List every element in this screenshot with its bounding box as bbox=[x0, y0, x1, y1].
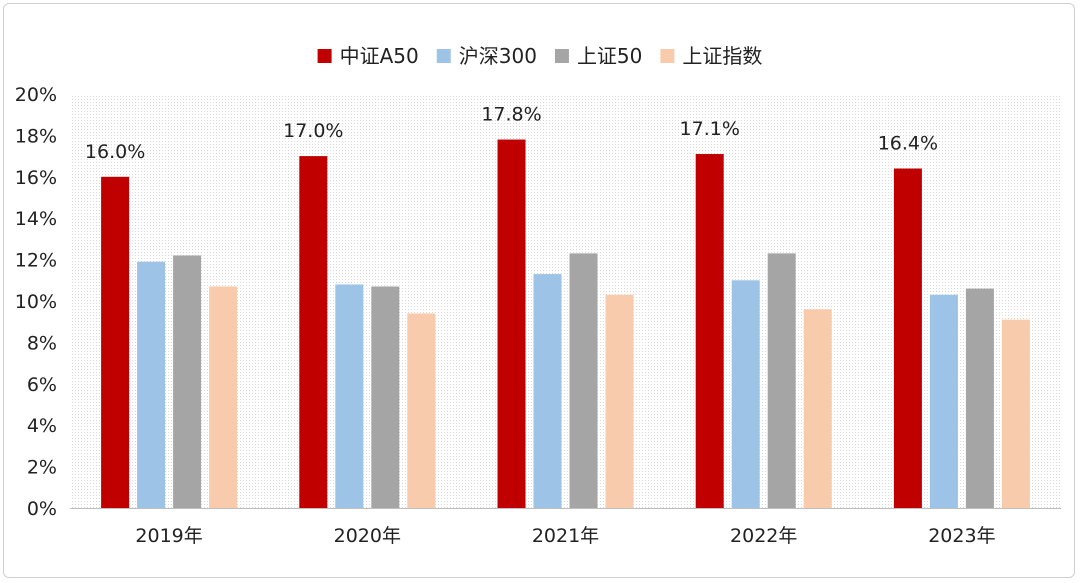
y-axis: 0% 2% 4% 6% 8% 10% 12% 14% 16% 18% 20% bbox=[15, 84, 57, 520]
bar bbox=[533, 274, 562, 508]
data-label: 16.0% bbox=[85, 141, 145, 163]
bar bbox=[209, 286, 238, 508]
legend-label: 沪深300 bbox=[459, 44, 537, 68]
bar bbox=[731, 280, 760, 508]
y-tick-label: 4% bbox=[27, 415, 57, 437]
bar bbox=[407, 313, 436, 508]
legend-label: 上证50 bbox=[577, 44, 642, 68]
y-tick-label: 20% bbox=[15, 84, 57, 106]
y-tick-label: 14% bbox=[15, 208, 57, 230]
bar bbox=[335, 284, 364, 508]
y-tick-label: 6% bbox=[27, 374, 57, 396]
bar bbox=[767, 253, 796, 508]
legend-label: 上证指数 bbox=[682, 44, 762, 68]
y-tick-label: 16% bbox=[15, 167, 57, 189]
legend-item: 中证A50 bbox=[317, 44, 419, 68]
y-tick-label: 12% bbox=[15, 250, 57, 272]
x-tick-label: 2021年 bbox=[532, 525, 599, 547]
x-tick-label: 2022年 bbox=[730, 525, 797, 547]
y-tick-label: 10% bbox=[15, 291, 57, 313]
bar bbox=[695, 154, 724, 508]
bar bbox=[101, 176, 130, 509]
data-labels: 16.0% 17.0% 17.8% 17.1% 16.4% bbox=[85, 104, 938, 163]
data-label: 16.4% bbox=[878, 133, 938, 155]
bar bbox=[803, 309, 832, 508]
data-label: 17.1% bbox=[680, 118, 740, 140]
bar bbox=[605, 294, 634, 508]
x-tick-label: 2023年 bbox=[928, 525, 995, 547]
bar bbox=[1001, 319, 1030, 508]
bar bbox=[299, 156, 328, 508]
x-tick-label: 2019年 bbox=[135, 525, 202, 547]
y-tick-label: 0% bbox=[27, 498, 57, 520]
data-label: 17.0% bbox=[283, 120, 343, 142]
data-label: 17.8% bbox=[481, 104, 541, 126]
legend: 中证A50 沪深300 上证50 上证指数 bbox=[317, 44, 762, 68]
bar bbox=[965, 288, 994, 508]
y-tick-label: 8% bbox=[27, 332, 57, 354]
bar bbox=[497, 139, 526, 509]
legend-swatch bbox=[317, 49, 332, 63]
bars bbox=[101, 139, 1030, 509]
legend-swatch bbox=[436, 49, 451, 63]
bar bbox=[929, 294, 958, 508]
x-tick-label: 2020年 bbox=[334, 525, 401, 547]
x-axis: 2019年 2020年 2021年 2022年 2023年 bbox=[70, 508, 1061, 547]
y-tick-label: 2% bbox=[27, 457, 57, 479]
bar bbox=[371, 286, 400, 508]
legend-item: 上证指数 bbox=[660, 44, 762, 68]
bar bbox=[137, 261, 166, 508]
legend-swatch bbox=[660, 49, 675, 63]
bar bbox=[893, 168, 922, 508]
legend-label: 中证A50 bbox=[340, 44, 419, 68]
legend-swatch bbox=[554, 49, 569, 63]
bar bbox=[173, 255, 202, 508]
bar bbox=[569, 253, 598, 508]
y-tick-label: 18% bbox=[15, 125, 57, 147]
legend-item: 沪深300 bbox=[436, 44, 537, 68]
legend-item: 上证50 bbox=[554, 44, 642, 68]
